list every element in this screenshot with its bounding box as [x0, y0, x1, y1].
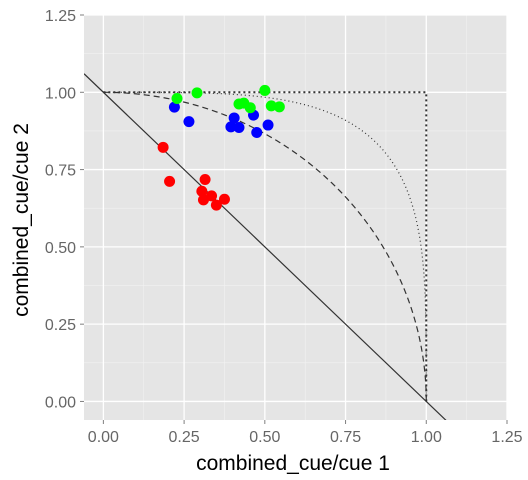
x-axis-title: combined_cue/cue 1 [196, 452, 390, 475]
y-axis-title: combined_cue/cue 2 [10, 123, 33, 317]
y-axis-ticks: 0.00 0.25 0.50 0.75 1.00 1.25 [45, 8, 84, 411]
y-tick-label: 1.25 [45, 8, 76, 25]
data-point-series-3 [265, 100, 277, 112]
data-point-series-1 [157, 141, 169, 153]
y-tick-label: 1.00 [45, 85, 76, 102]
data-point-series-2 [228, 112, 240, 124]
y-tick-label: 0.25 [45, 317, 76, 334]
y-tick-label: 0.00 [45, 394, 76, 411]
reference-lines [84, 73, 447, 420]
panel-background [84, 15, 507, 420]
reference-line-linear [84, 73, 447, 420]
data-point-series-2 [168, 101, 180, 113]
x-tick-label: 0.00 [88, 429, 119, 446]
data-point-series-1 [218, 193, 230, 205]
data-points [157, 84, 285, 211]
data-point-series-1 [196, 185, 208, 197]
reference-line-ellipse [103, 91, 427, 402]
data-point-series-3 [259, 84, 271, 96]
x-axis-ticks: 0.00 0.25 0.50 0.75 1.00 1.25 [88, 420, 523, 446]
data-point-series-3 [244, 102, 256, 114]
x-tick-label: 0.75 [330, 429, 361, 446]
reference-line-superellipse [103, 91, 427, 402]
data-point-series-1 [199, 173, 211, 185]
data-point-series-2 [183, 116, 195, 128]
data-point-series-1 [206, 190, 218, 202]
data-point-series-2 [225, 121, 237, 133]
data-point-series-2 [251, 126, 263, 138]
x-tick-label: 0.50 [249, 429, 280, 446]
data-point-series-2 [262, 119, 274, 131]
data-point-series-3 [191, 87, 203, 99]
x-tick-label: 0.25 [169, 429, 200, 446]
data-point-series-1 [210, 199, 222, 211]
data-point-series-3 [273, 101, 285, 113]
y-tick-label: 0.50 [45, 240, 76, 257]
x-tick-label: 1.25 [491, 429, 522, 446]
x-tick-label: 1.00 [411, 429, 442, 446]
data-point-series-1 [164, 175, 176, 187]
data-point-series-2 [233, 122, 245, 134]
plot-panel [84, 14, 508, 420]
data-point-series-3 [171, 92, 183, 104]
y-tick-label: 0.75 [45, 163, 76, 180]
